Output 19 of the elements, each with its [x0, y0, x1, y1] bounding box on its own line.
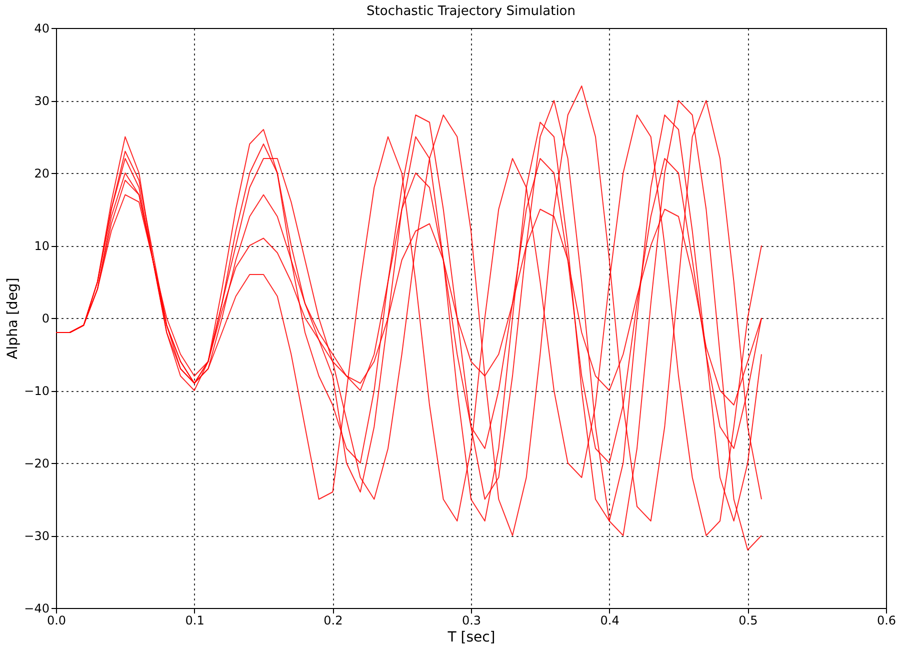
x-tick-label: 0.0	[46, 614, 66, 628]
x-tick-label: 0.5	[738, 614, 758, 628]
x-tick-label: 0.1	[185, 614, 204, 628]
y-tick-label: 40	[34, 22, 50, 36]
y-tick-label: −30	[24, 529, 50, 543]
x-tick-label: 0.6	[876, 614, 896, 628]
x-tick-label: 0.2	[324, 614, 343, 628]
y-tick-label: −40	[24, 602, 50, 616]
y-tick-label: 20	[34, 166, 50, 180]
chart-title: Stochastic Trajectory Simulation	[366, 4, 576, 19]
y-tick-label: 30	[34, 94, 50, 108]
y-tick-label: 10	[34, 239, 50, 253]
y-axis-title: Alpha [deg]	[5, 278, 22, 360]
y-tick-label: 0	[42, 312, 50, 326]
y-tick-label: −20	[24, 456, 50, 470]
x-tick-label: 0.4	[600, 614, 620, 628]
x-tick-label: 0.3	[462, 614, 482, 628]
x-axis-title: T [sec]	[446, 630, 496, 646]
y-tick-label: −10	[24, 384, 50, 398]
